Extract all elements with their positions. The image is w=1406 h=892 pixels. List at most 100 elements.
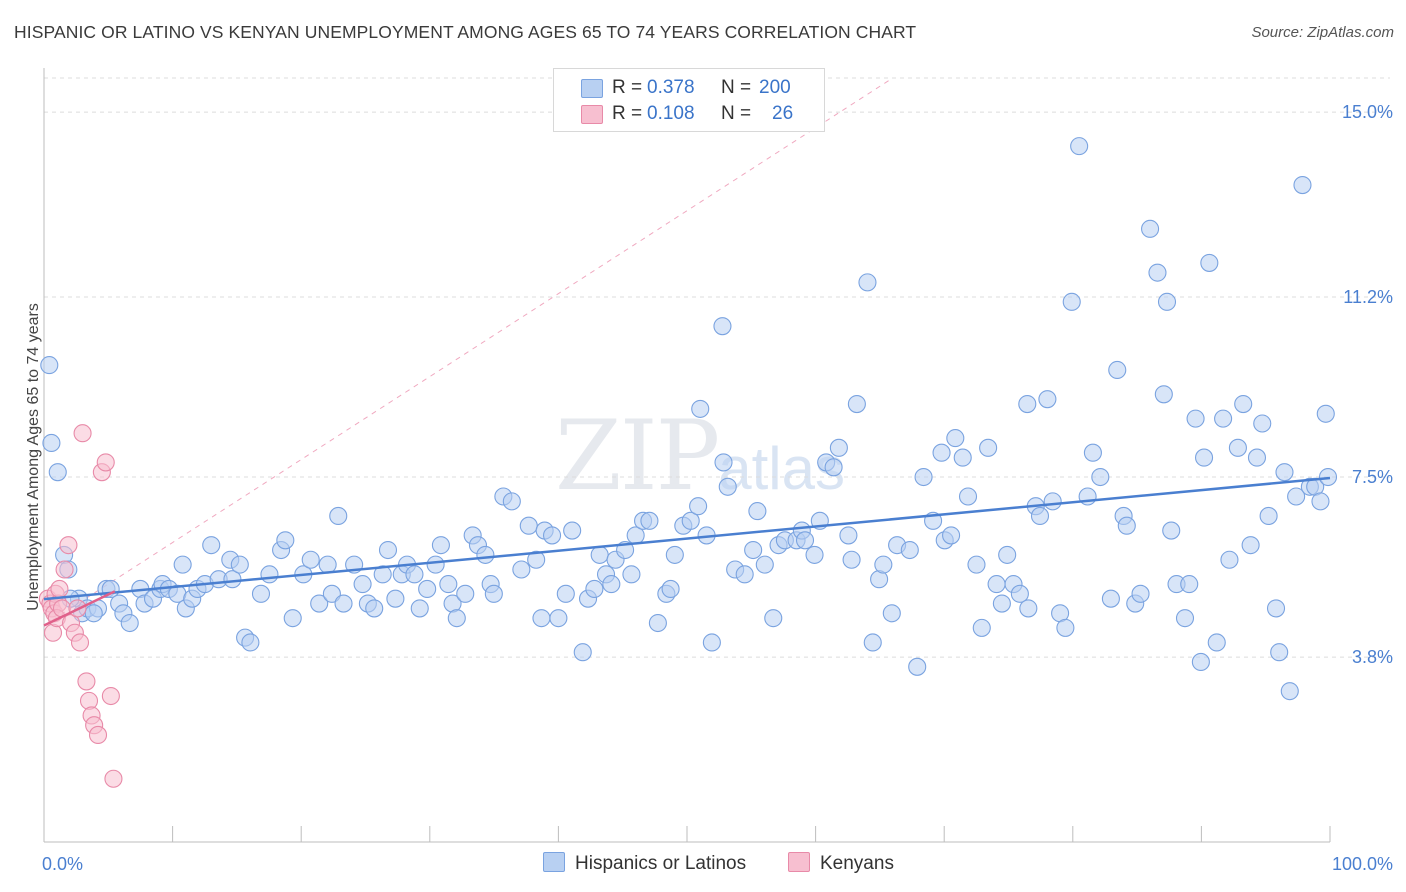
point-hispanic [1180, 575, 1199, 594]
chart-title: HISPANIC OR LATINO VS KENYAN UNEMPLOYMEN… [14, 22, 917, 42]
bottom-legend-label: Hispanics or Latinos [575, 853, 747, 874]
point-hispanic [310, 594, 329, 613]
point-hispanic [805, 545, 824, 564]
x-tick-label: 100.0% [1332, 854, 1393, 874]
point-hispanic [1316, 404, 1335, 423]
point-hispanic [1030, 506, 1050, 526]
point-hispanic [946, 429, 965, 448]
point-hispanic [556, 584, 575, 603]
point-hispanic [1018, 394, 1037, 414]
point-hispanic [1191, 652, 1210, 671]
point-hispanic [456, 584, 475, 603]
watermark-main: ZIP [555, 400, 720, 512]
legend-row-hispanic: R = 0.378 N = 200 [554, 75, 824, 103]
point-kenyan [77, 672, 96, 691]
point-hispanic [1287, 487, 1306, 506]
point-hispanic [1010, 584, 1029, 603]
point-hispanic [426, 555, 445, 574]
point-hispanic [829, 438, 848, 457]
point-hispanic [1141, 219, 1160, 238]
trendline-kenyan [43, 590, 116, 627]
point-hispanic [318, 555, 337, 574]
point-hispanic [120, 613, 139, 633]
point-hispanic [900, 540, 919, 560]
legend-r-label: R = [612, 77, 643, 98]
point-hispanic [573, 643, 592, 662]
point-hispanic [301, 550, 320, 569]
point-kenyan [88, 725, 108, 744]
point-hispanic [378, 540, 398, 560]
point-hispanic [173, 555, 192, 574]
point-hispanic [512, 560, 531, 579]
reference-diagonal [43, 77, 894, 626]
point-hispanic [689, 497, 708, 516]
point-hispanic [1043, 492, 1062, 511]
point-hispanic [847, 394, 866, 414]
point-hispanic [1275, 463, 1294, 482]
point-hispanic [322, 584, 341, 603]
point-hispanic [386, 589, 405, 608]
point-hispanic [549, 609, 568, 628]
point-hispanic [373, 565, 392, 584]
point-hispanic [764, 609, 783, 628]
bottom-legend-label: Kenyans [820, 853, 894, 874]
bottom-legend-hispanic: Hispanics or Latinos [543, 852, 746, 875]
point-hispanic [713, 317, 732, 336]
point-hispanic [329, 506, 348, 526]
point-kenyan [104, 769, 123, 788]
point-hispanic [718, 477, 737, 496]
legend-n-label: N = [721, 77, 752, 98]
point-hispanic [1228, 438, 1247, 457]
point-hispanic [484, 584, 503, 603]
point-hispanic [744, 540, 763, 560]
point-hispanic [527, 550, 546, 569]
point-hispanic [842, 550, 861, 569]
point-hispanic [260, 565, 279, 584]
point-kenyan [101, 686, 120, 706]
point-hispanic [410, 599, 429, 618]
point-hispanic [1157, 292, 1177, 311]
source-label: Source: ZipAtlas.com [1251, 24, 1394, 41]
point-hispanic [874, 555, 893, 574]
point-hispanic [1194, 448, 1214, 467]
point-hispanic [987, 575, 1006, 594]
point-hispanic [735, 565, 754, 584]
point-hispanic [795, 531, 815, 550]
point-hispanic [1148, 263, 1167, 282]
point-hispanic [84, 604, 103, 623]
point-hispanic [908, 657, 927, 676]
point-hispanic [1083, 443, 1102, 462]
point-hispanic [1038, 390, 1057, 409]
point-hispanic [942, 526, 961, 545]
point-hispanic [839, 526, 858, 545]
point-hispanic [1186, 409, 1205, 428]
point-hispanic [202, 536, 221, 555]
point-hispanic [648, 613, 667, 633]
point-hispanic [223, 570, 242, 589]
point-hispanic [365, 599, 384, 618]
point-hispanic [230, 555, 249, 574]
point-hispanic [914, 467, 933, 487]
point-hispanic [40, 356, 59, 375]
point-hispanic [1162, 521, 1181, 540]
point-hispanic [1062, 292, 1081, 311]
point-hispanic [1200, 253, 1219, 272]
point-hispanic [590, 545, 609, 564]
point-hispanic [283, 609, 302, 628]
y-tick-label: 7.5% [1352, 467, 1393, 487]
point-hispanic [661, 579, 680, 599]
point-hispanic [1266, 599, 1286, 618]
x-tick-label: 0.0% [42, 854, 83, 874]
point-hispanic [1241, 536, 1260, 555]
point-hispanic [241, 633, 260, 652]
point-hispanic [1270, 643, 1289, 662]
point-hispanic [563, 521, 582, 540]
point-hispanic [1117, 516, 1136, 535]
point-hispanic [882, 604, 901, 623]
point-hispanic [714, 453, 733, 472]
point-kenyan [70, 633, 90, 652]
legend-n-value: 200 [759, 77, 791, 98]
point-hispanic [1259, 506, 1278, 526]
y-tick-label: 11.2% [1343, 287, 1393, 307]
